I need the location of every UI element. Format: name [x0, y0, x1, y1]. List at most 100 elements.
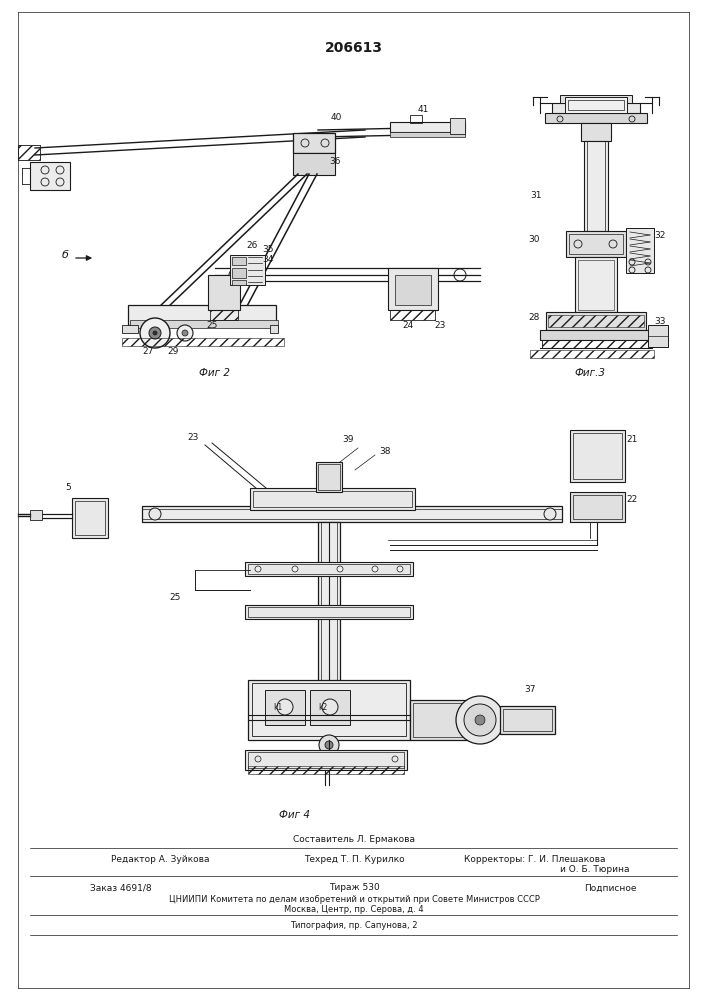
Circle shape [292, 566, 298, 572]
Text: 30: 30 [528, 235, 539, 244]
Circle shape [149, 508, 161, 520]
Bar [395, 275, 431, 305]
Bar [570, 430, 625, 482]
Bar [410, 700, 475, 740]
Bar [265, 690, 305, 725]
Circle shape [322, 699, 338, 715]
Circle shape [372, 566, 378, 572]
Text: 36: 36 [329, 157, 341, 166]
Text: 28: 28 [528, 314, 539, 322]
Bar [75, 501, 105, 535]
Text: Фиг 2: Фиг 2 [199, 368, 230, 378]
Bar [500, 706, 555, 734]
Text: 24: 24 [402, 320, 414, 330]
Bar [542, 340, 650, 348]
Circle shape [464, 704, 496, 736]
Text: 39: 39 [342, 436, 354, 444]
Bar [248, 607, 410, 617]
Text: 35: 35 [262, 245, 274, 254]
Bar [410, 115, 422, 123]
Text: Заказ 4691/8: Заказ 4691/8 [90, 884, 151, 892]
Bar [316, 462, 342, 492]
Bar [252, 683, 406, 736]
Bar [208, 275, 240, 310]
Text: 40: 40 [330, 113, 341, 122]
Bar [293, 133, 335, 153]
Text: 22: 22 [626, 495, 638, 504]
Circle shape [319, 735, 339, 755]
Bar [581, 123, 611, 141]
Bar [390, 310, 435, 320]
Bar [450, 118, 465, 134]
Text: 34: 34 [262, 255, 274, 264]
Text: 33: 33 [654, 318, 666, 326]
Text: Тираж 530: Тираж 530 [329, 884, 380, 892]
Bar [18, 145, 40, 160]
Bar [390, 310, 435, 320]
Bar [584, 141, 608, 231]
Text: 21: 21 [626, 436, 638, 444]
Bar [142, 506, 562, 522]
Bar [248, 564, 410, 574]
Text: и О. Б. Тюрина: и О. Б. Тюрина [560, 865, 629, 874]
Circle shape [153, 331, 157, 335]
Circle shape [456, 696, 504, 744]
Bar [575, 257, 617, 312]
Circle shape [255, 566, 261, 572]
Circle shape [140, 318, 170, 348]
Bar [503, 709, 552, 731]
Text: k1: k1 [274, 704, 283, 712]
Bar [546, 312, 646, 330]
Bar [232, 280, 246, 285]
Text: Типография, пр. Сапунова, 2: Типография, пр. Сапунова, 2 [291, 922, 418, 930]
Bar [248, 766, 404, 774]
Text: 26: 26 [246, 240, 257, 249]
Bar [530, 350, 654, 358]
Circle shape [182, 330, 188, 336]
Text: 206613: 206613 [325, 41, 383, 55]
Bar [128, 305, 276, 325]
Bar [569, 234, 623, 254]
Circle shape [544, 508, 556, 520]
Text: Фиг.3: Фиг.3 [575, 368, 605, 378]
Bar [560, 95, 632, 103]
Circle shape [397, 566, 403, 572]
Text: 23: 23 [187, 434, 199, 442]
Bar [245, 605, 413, 619]
Bar [413, 703, 472, 737]
Bar [542, 340, 650, 348]
Bar [566, 231, 626, 257]
Bar [648, 325, 668, 347]
Bar [245, 750, 407, 770]
Bar [72, 498, 108, 538]
Bar [573, 495, 622, 519]
Bar [570, 492, 625, 522]
Bar [578, 260, 614, 310]
Text: Техред Т. П. Курилко: Техред Т. П. Курилко [304, 856, 404, 864]
Text: k2: k2 [318, 704, 327, 712]
Bar [130, 320, 278, 328]
Bar [390, 122, 465, 132]
Circle shape [337, 566, 343, 572]
Bar [318, 464, 340, 490]
Text: Редактор А. Зуйкова: Редактор А. Зуйкова [111, 856, 209, 864]
Bar [321, 522, 337, 722]
Text: 5: 5 [65, 484, 71, 492]
Bar [310, 690, 350, 725]
Bar [318, 522, 340, 722]
Bar [587, 141, 605, 231]
Bar [250, 488, 415, 510]
Text: Корректоры: Г. И. Плешакова: Корректоры: Г. И. Плешакова [464, 856, 606, 864]
Text: 38: 38 [379, 448, 391, 456]
Bar [540, 330, 652, 340]
Bar [293, 153, 335, 175]
Bar [142, 509, 562, 519]
Text: 41: 41 [417, 104, 428, 113]
Bar [388, 268, 438, 310]
Bar [545, 113, 647, 123]
Text: ЦНИИПИ Комитета по делам изобретений и открытий при Совете Министров СССР: ЦНИИПИ Комитета по делам изобретений и о… [168, 896, 539, 904]
Circle shape [239, 269, 251, 281]
Bar [210, 310, 238, 320]
Text: Москва, Центр, пр. Серова, д. 4: Москва, Центр, пр. Серова, д. 4 [284, 906, 423, 914]
Text: 29: 29 [168, 348, 179, 357]
